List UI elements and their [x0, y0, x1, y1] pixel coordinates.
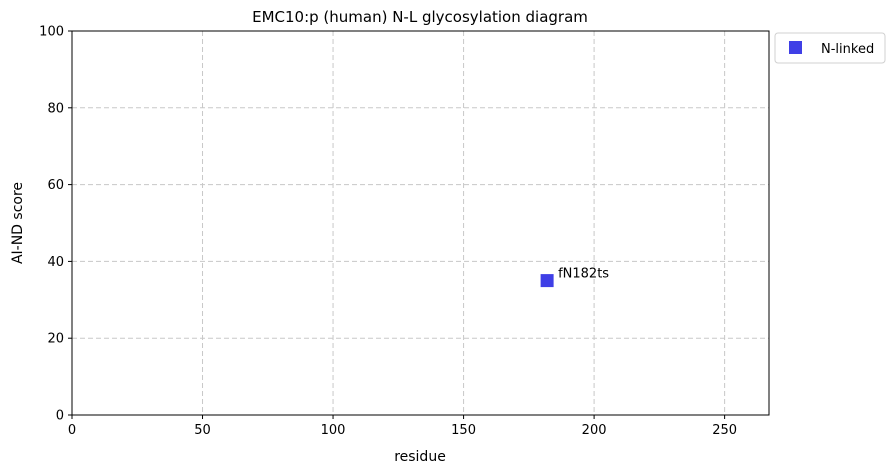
- legend-swatch-n-linked: [789, 41, 802, 54]
- legend-frame: [774, 32, 886, 64]
- x-tick-label: 50: [194, 423, 211, 438]
- x-tick-label: 250: [712, 423, 737, 438]
- chart-title: EMC10:p (human) N-L glycosylation diagra…: [252, 8, 588, 26]
- plot-area-frame: [71, 30, 770, 416]
- x-tick-label: 200: [582, 423, 607, 438]
- x-tick-label: 0: [68, 423, 76, 438]
- data-point-marker: [540, 274, 554, 288]
- grid-lines: [72, 31, 769, 415]
- y-tick-label: 100: [39, 25, 64, 40]
- y-tick-label: 0: [56, 409, 64, 424]
- x-axis-ticks: 0 50 100 150 200 250: [68, 415, 737, 438]
- y-tick-label: 60: [47, 178, 64, 193]
- y-tick-label: 20: [47, 332, 64, 347]
- data-point-label: fN182ts: [558, 267, 609, 282]
- data-points: fN182ts: [540, 267, 609, 288]
- x-axis-title: residue: [394, 449, 446, 465]
- y-axis-title: AI-ND score: [10, 182, 26, 264]
- y-axis-ticks: 0 20 40 60 80 100: [39, 25, 72, 424]
- legend-label-n-linked: N-linked: [821, 42, 874, 57]
- legend: N-linked: [774, 32, 886, 64]
- y-tick-label: 40: [47, 255, 64, 270]
- y-tick-label: 80: [47, 101, 64, 116]
- x-tick-label: 100: [321, 423, 346, 438]
- x-tick-label: 150: [451, 423, 476, 438]
